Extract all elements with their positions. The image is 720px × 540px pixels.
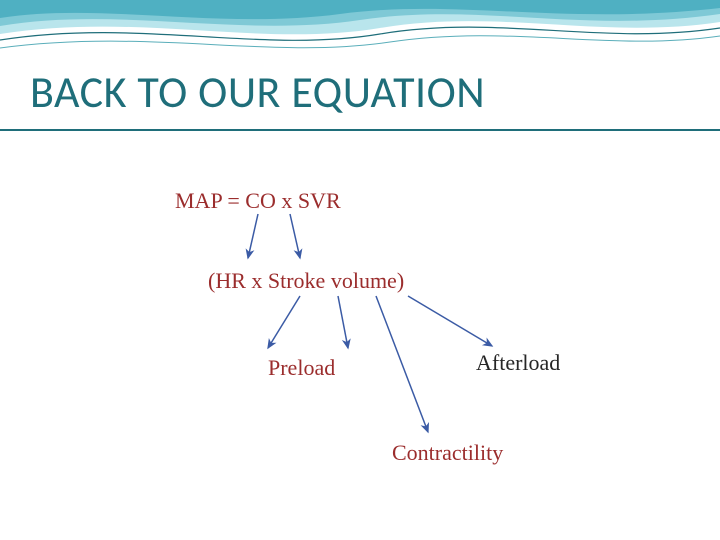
arrow-4	[376, 296, 428, 432]
arrow-3	[338, 296, 348, 348]
label-contractility: Contractility	[392, 440, 503, 466]
arrow-0	[248, 214, 258, 258]
label-afterload: Afterload	[476, 350, 560, 376]
label-afterload-text: Afterload	[476, 350, 560, 375]
slide-title: BACK TO OUR EQUATION	[30, 65, 485, 119]
equation-map-text: MAP = CO x SVR	[175, 188, 341, 213]
label-preload-text: Preload	[268, 355, 335, 380]
arrow-1	[290, 214, 300, 258]
equation-hr-sv-text: (HR x Stroke volume)	[208, 268, 404, 293]
slide-title-text: BACK TO OUR EQUATION	[30, 65, 485, 119]
title-underline	[0, 129, 720, 131]
label-contractility-text: Contractility	[392, 440, 503, 465]
arrow-2	[268, 296, 300, 348]
equation-hr-sv: (HR x Stroke volume)	[208, 268, 404, 294]
arrow-5	[408, 296, 492, 346]
wave-stroke-2	[0, 36, 720, 48]
equation-map: MAP = CO x SVR	[175, 188, 341, 214]
label-preload: Preload	[268, 355, 335, 381]
